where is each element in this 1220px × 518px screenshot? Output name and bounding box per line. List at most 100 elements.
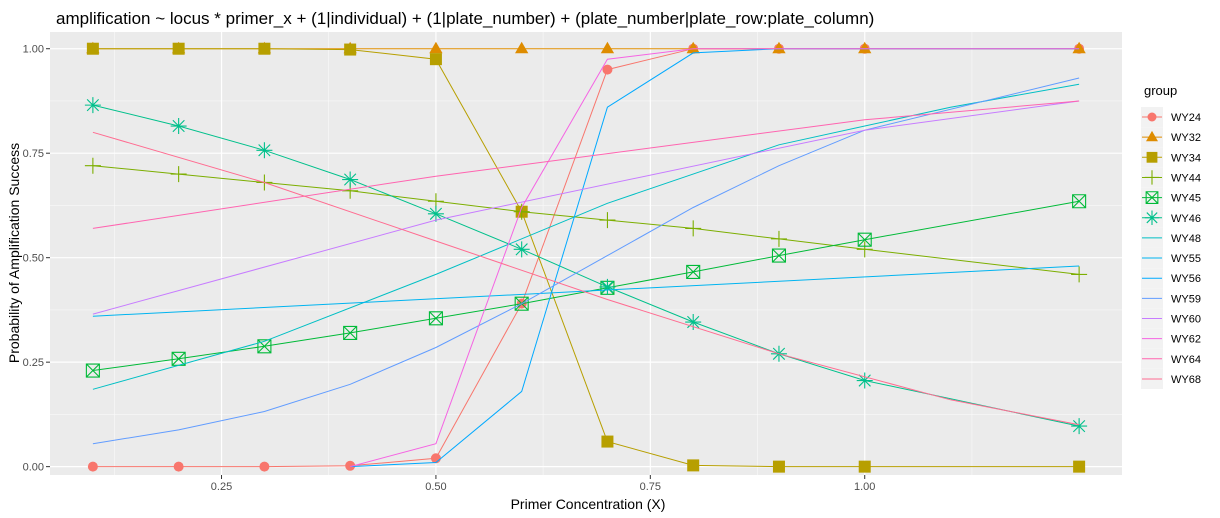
data-point-wy24 (345, 460, 356, 471)
legend-label-wy24: WY24 (1171, 112, 1201, 124)
series-line-wy55 (92, 265, 1080, 317)
data-point-wy24 (87, 461, 98, 472)
series-wy68 (92, 131, 1080, 426)
data-point-wy24 (430, 453, 441, 464)
legend-key-wy45 (1145, 191, 1159, 204)
legend-label-wy34: WY34 (1171, 152, 1201, 164)
data-point-wy44 (856, 241, 873, 258)
legend-label-wy64: WY64 (1171, 354, 1201, 366)
axes: 0.25 0.50 0.75 1.00 0.00 0.25 0.50 0.75 1.00 (23, 44, 876, 493)
data-point-wy32 (1072, 41, 1086, 54)
y-tick-label: 0.50 (23, 253, 44, 265)
data-point-wy46 (342, 171, 359, 188)
series-line-wy68 (92, 131, 1080, 426)
legend-label-wy56: WY56 (1171, 273, 1201, 285)
data-point-wy34 (429, 53, 442, 66)
data-point-wy44 (599, 212, 616, 229)
legend-items: WY24 WY32 WY34 WY44 WY45 WY46 WY48 WY55 WY56 WY59… (1141, 107, 1201, 389)
series-wy59 (92, 77, 1080, 445)
data-point-wy32 (686, 41, 700, 54)
data-point-wy46 (170, 118, 187, 135)
data-point-wy44 (770, 230, 787, 247)
data-point-wy45 (686, 264, 701, 279)
data-point-wy46 (1071, 418, 1088, 435)
x-tick-label: 0.75 (640, 481, 661, 493)
data-point-wy24 (259, 461, 270, 472)
data-point-wy45 (428, 311, 443, 326)
data-point-wy46 (513, 241, 530, 258)
x-tick-label: 0.50 (425, 481, 446, 493)
data-point-wy46 (256, 142, 273, 159)
legend-label-wy48: WY48 (1171, 233, 1201, 245)
data-point-wy45 (85, 363, 100, 378)
data-point-wy32 (515, 41, 529, 54)
legend-key-wy24 (1147, 112, 1157, 122)
data-point-wy34 (86, 42, 99, 55)
legend-item-wy45: WY45 (1141, 187, 1201, 208)
legend-item-wy60: WY60 (1141, 308, 1201, 329)
y-tick-label: 0.00 (23, 462, 44, 474)
data-point-wy45 (1072, 194, 1087, 209)
y-tick-label: 0.25 (23, 357, 44, 369)
chart-title: amplification ~ locus * primer_x + (1|in… (56, 9, 874, 28)
legend-item-wy32: WY32 (1141, 127, 1201, 148)
series-wy64 (92, 100, 1080, 229)
data-point-wy34 (601, 435, 614, 448)
data-point-wy44 (513, 203, 530, 220)
legend-label-wy68: WY68 (1171, 374, 1201, 386)
data-point-wy45 (771, 248, 787, 263)
series-line-wy64 (92, 100, 1080, 229)
series-layer (84, 41, 1088, 473)
series-wy60 (92, 100, 1080, 315)
series-line-wy59 (92, 77, 1080, 445)
x-tick-label: 0.25 (211, 481, 232, 493)
data-point-wy32 (858, 41, 872, 54)
legend-item-wy62: WY62 (1141, 328, 1201, 349)
series-wy55 (92, 265, 1080, 317)
legend-item-wy46: WY46 (1141, 207, 1201, 228)
data-point-wy45 (171, 351, 186, 366)
legend-item-wy64: WY64 (1141, 348, 1201, 369)
data-point-wy44 (84, 157, 101, 174)
plot-background (50, 32, 1122, 475)
data-point-wy34 (687, 459, 700, 472)
data-point-wy34 (344, 43, 357, 56)
series-line-wy62 (350, 48, 1080, 468)
legend-item-wy68: WY68 (1141, 368, 1201, 389)
minor-gridlines (50, 32, 1122, 475)
series-line-wy60 (92, 100, 1080, 315)
data-point-wy34 (858, 460, 871, 473)
data-point-wy44 (170, 166, 187, 183)
legend-key-wy32 (1146, 130, 1158, 142)
data-point-wy46 (84, 97, 101, 114)
legend-key-wy34 (1146, 151, 1158, 163)
data-point-wy34 (258, 42, 271, 55)
data-point-wy46 (685, 314, 702, 331)
data-point-wy32 (772, 41, 786, 54)
data-point-wy32 (600, 41, 615, 54)
y-tick-label: 0.75 (23, 148, 44, 160)
legend-label-wy46: WY46 (1171, 213, 1201, 225)
legend-label-wy62: WY62 (1171, 334, 1201, 346)
legend-item-wy24: WY24 (1141, 107, 1201, 127)
data-point-wy45 (343, 325, 358, 340)
data-point-wy46 (599, 278, 616, 295)
data-point-wy34 (772, 460, 785, 473)
data-point-wy46 (427, 205, 444, 222)
data-point-wy45 (257, 339, 272, 354)
legend-key-wy44 (1144, 170, 1160, 185)
legend-label-wy32: WY32 (1171, 132, 1201, 144)
legend-label-wy55: WY55 (1171, 253, 1201, 265)
legend-item-wy56: WY56 (1141, 268, 1201, 289)
legend-label-wy59: WY59 (1171, 293, 1201, 305)
legend-key-wy46 (1144, 210, 1160, 225)
data-point-wy34 (1073, 460, 1086, 473)
x-axis-title: Primer Concentration (X) (511, 496, 666, 512)
legend-title: group (1144, 83, 1177, 98)
y-axis-title: Probability of Amplification Success (6, 143, 22, 363)
legend-label-wy60: WY60 (1171, 314, 1201, 326)
data-point-wy32 (429, 41, 443, 54)
legend-label-wy44: WY44 (1171, 172, 1201, 184)
data-point-wy24 (602, 64, 613, 75)
